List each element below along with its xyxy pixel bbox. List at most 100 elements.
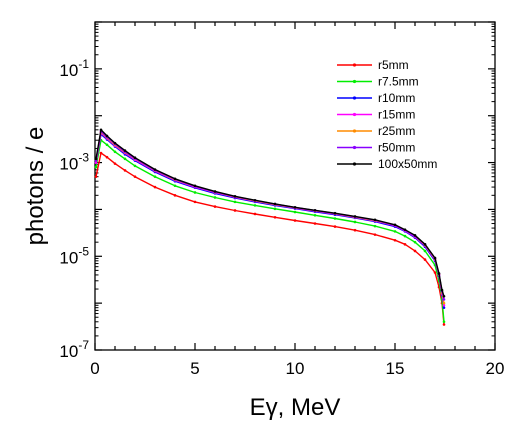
series-point-6 xyxy=(193,184,197,188)
legend-marker xyxy=(352,63,357,67)
series-point-0 xyxy=(313,222,317,225)
series-point-0 xyxy=(373,233,377,236)
series-point-6 xyxy=(123,149,127,152)
legend: r5mm r7.5mm r10mm r15mm r25mm r50mm 100x50mm xyxy=(337,58,437,171)
series-point-6 xyxy=(440,288,444,292)
series-point-1 xyxy=(173,184,177,188)
series-point-0 xyxy=(193,200,197,204)
series-point-6 xyxy=(253,198,257,202)
series-line-6 xyxy=(95,129,445,297)
series-point-6 xyxy=(333,211,337,215)
series-point-6 xyxy=(213,190,217,193)
series-point-6 xyxy=(105,134,109,138)
x-axis-title: Eγ, MeV xyxy=(250,394,341,421)
series-point-1 xyxy=(293,210,297,214)
legend-label: r50mm xyxy=(378,141,415,155)
series-point-6 xyxy=(133,156,137,160)
legend-label: r5mm xyxy=(378,58,409,72)
series-point-0 xyxy=(442,323,446,326)
series-point-0 xyxy=(333,225,337,228)
series-point-0 xyxy=(173,194,177,197)
series-point-2 xyxy=(442,306,446,309)
series-layer xyxy=(94,128,446,326)
legend-marker xyxy=(352,129,357,133)
series-point-0 xyxy=(393,238,397,242)
series-point-1 xyxy=(442,320,446,324)
series-point-6 xyxy=(353,215,357,218)
series-point-0 xyxy=(113,162,117,165)
series-point-1 xyxy=(113,150,117,154)
series-point-6 xyxy=(233,194,237,198)
series-point-1 xyxy=(123,157,127,161)
legend-label: r7.5mm xyxy=(378,75,419,89)
series-point-6 xyxy=(313,208,317,212)
series-point-0 xyxy=(293,219,297,222)
series-point-0 xyxy=(253,212,257,216)
ticks-layer: 0 5 10 15 20 10-7 10-5 10-3 10-1 xyxy=(59,21,504,378)
y-axis-title: photons / e xyxy=(22,127,49,246)
series-point-0 xyxy=(105,155,109,159)
series-point-1 xyxy=(133,164,137,168)
series-point-1 xyxy=(393,230,397,233)
series-point-1 xyxy=(233,200,237,204)
series-point-6 xyxy=(442,294,446,298)
series-point-1 xyxy=(423,249,427,253)
series-point-0 xyxy=(213,205,217,208)
series-point-1 xyxy=(193,191,197,194)
series-point-4 xyxy=(442,301,446,305)
series-point-6 xyxy=(423,243,427,246)
legend-marker xyxy=(352,96,357,100)
series-point-1 xyxy=(273,207,277,211)
series-point-6 xyxy=(413,234,417,237)
series-point-5 xyxy=(442,298,446,301)
series-point-6 xyxy=(113,141,117,145)
series-point-0 xyxy=(423,258,427,261)
series-point-0 xyxy=(133,175,137,178)
series-point-1 xyxy=(94,165,98,169)
series-point-1 xyxy=(373,224,377,228)
series-line-1 xyxy=(95,139,445,322)
legend-marker xyxy=(352,162,357,166)
series-point-0 xyxy=(94,175,98,178)
series-line-0 xyxy=(95,152,445,325)
series-point-6 xyxy=(403,228,407,231)
legend-label: r15mm xyxy=(378,108,415,122)
series-point-1 xyxy=(253,204,257,207)
series-point-1 xyxy=(313,213,317,217)
x-tick-label: 0 xyxy=(90,359,99,378)
series-point-1 xyxy=(403,234,407,238)
legend-marker xyxy=(352,79,357,84)
series-point-3 xyxy=(442,303,446,307)
y-tick-label: 10-7 xyxy=(59,338,89,361)
series-point-0 xyxy=(99,151,103,155)
series-point-6 xyxy=(99,128,103,132)
series-point-6 xyxy=(293,206,297,209)
series-point-1 xyxy=(333,217,337,220)
y-tick-label: 10-5 xyxy=(59,244,89,267)
series-point-6 xyxy=(153,168,157,171)
series-point-6 xyxy=(393,223,397,227)
series-point-0 xyxy=(413,249,417,253)
legend-label: 100x50mm xyxy=(378,157,437,171)
series-point-3 xyxy=(94,161,98,164)
series-point-1 xyxy=(353,220,357,224)
series-point-0 xyxy=(153,185,157,189)
legend-label: r25mm xyxy=(378,124,415,138)
series-point-6 xyxy=(273,202,277,206)
legend-marker xyxy=(352,145,357,150)
x-tick-label: 5 xyxy=(190,359,199,378)
series-point-1 xyxy=(413,240,417,244)
series-point-1 xyxy=(153,175,157,178)
series-point-0 xyxy=(403,243,407,246)
series-point-0 xyxy=(123,169,127,172)
series-point-1 xyxy=(213,196,217,199)
legend-marker xyxy=(352,112,357,117)
y-tick-label: 10-3 xyxy=(59,151,89,174)
series-point-0 xyxy=(353,228,357,232)
series-point-1 xyxy=(105,143,109,147)
series-point-6 xyxy=(173,177,177,181)
x-tick-label: 10 xyxy=(286,359,305,378)
y-tick-label: 10-1 xyxy=(59,57,89,80)
